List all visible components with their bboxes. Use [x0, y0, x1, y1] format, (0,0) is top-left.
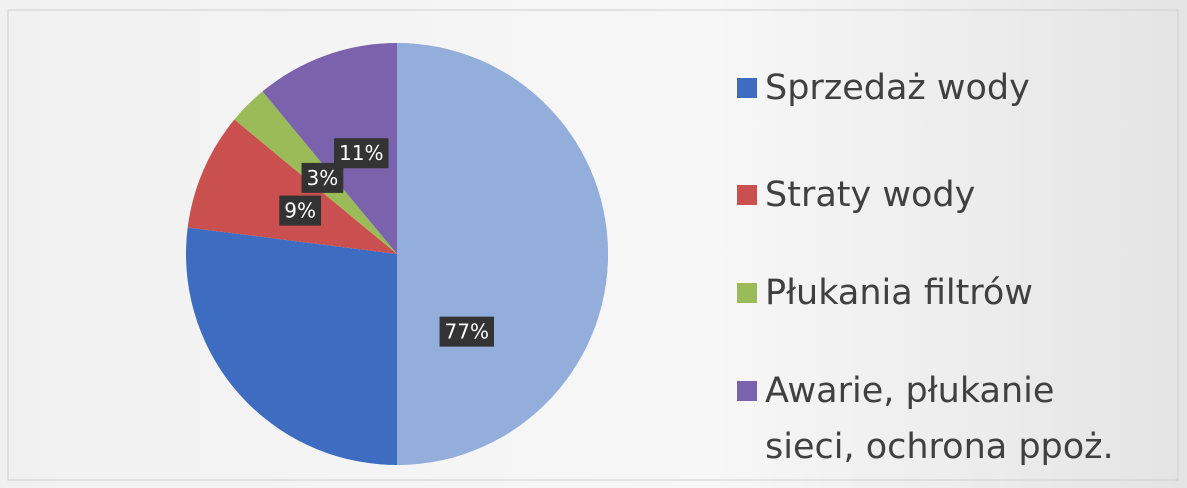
data-label-box: [334, 138, 389, 169]
data-label-box: [279, 195, 322, 226]
legend-swatch: [737, 381, 757, 401]
shade: [397, 43, 608, 465]
legend-label: Płukania filtrów: [765, 273, 1033, 313]
data-label: 9%: [284, 199, 316, 223]
pie-slice: [262, 43, 397, 254]
data-label: 3%: [307, 166, 339, 190]
legend-item: Awarie, płukanie sieci, ochrona ppoż.: [737, 363, 1137, 475]
frame: [7, 9, 1179, 481]
data-label: 77%: [445, 320, 489, 344]
legend-swatch: [737, 185, 757, 205]
legend-item: Straty wody: [737, 167, 1137, 223]
data-label-box: [439, 316, 494, 347]
legend-swatch: [737, 78, 757, 98]
legend-item: Sprzedaż wody: [737, 60, 1137, 116]
legend-label: Awarie, płukanie sieci, ochrona ppoż.: [765, 371, 1114, 467]
legend-label: Straty wody: [765, 175, 976, 215]
pie-slice: [187, 119, 397, 254]
legend-item: Płukania filtrów: [737, 265, 1137, 321]
pie-slice: [186, 43, 608, 466]
legend-swatch: [737, 283, 757, 303]
data-label: 11%: [339, 141, 383, 165]
legend-label: Sprzedaż wody: [765, 68, 1030, 108]
